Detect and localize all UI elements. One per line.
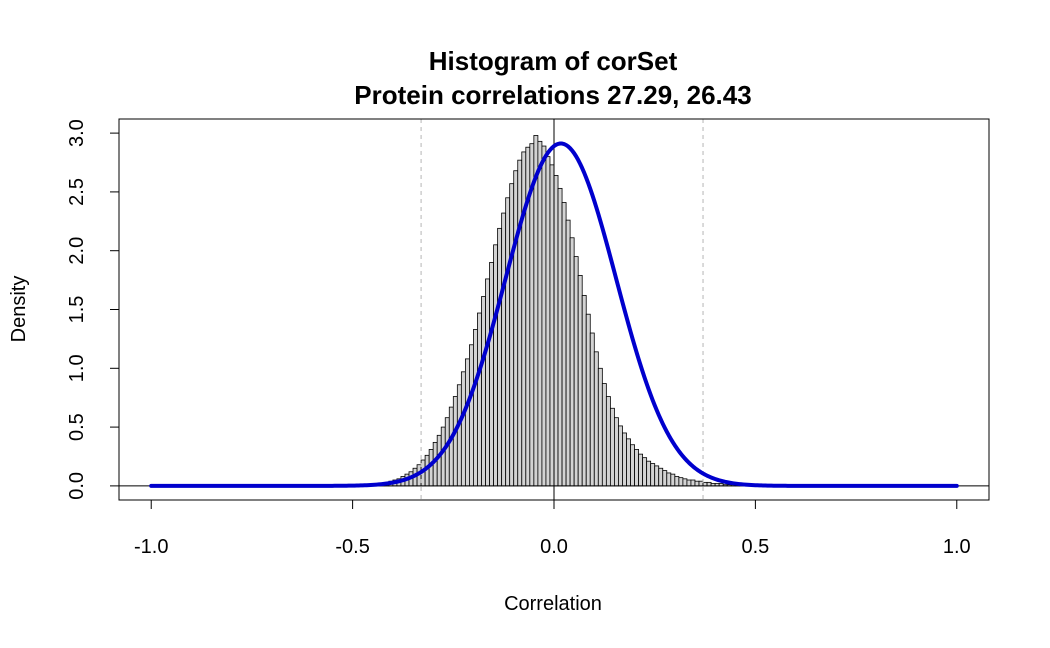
histogram-bar <box>456 384 462 487</box>
histogram-bar <box>589 332 595 487</box>
histogram-bar <box>618 425 623 487</box>
histogram-bar <box>561 202 567 487</box>
histogram-bar <box>513 170 519 487</box>
histogram-bar <box>706 481 712 487</box>
histogram-bar <box>597 367 603 487</box>
histogram-bar <box>634 449 639 487</box>
histogram-bar <box>533 135 539 487</box>
histogram-bar <box>577 274 583 487</box>
histogram-bar <box>658 467 664 487</box>
histogram-bar <box>678 477 684 487</box>
x-axis-title: Correlation <box>504 593 602 615</box>
histogram-bar <box>654 465 660 487</box>
histogram-bar <box>497 227 503 487</box>
histogram-bar <box>460 371 466 487</box>
histogram-bar <box>436 434 442 487</box>
histogram-bar <box>662 470 668 487</box>
histogram-bar <box>585 313 591 487</box>
histogram-bar <box>682 478 688 487</box>
histogram-bar <box>646 460 652 487</box>
y-tick-label: 2.0 <box>66 237 88 265</box>
x-axis: -1.0 -0.5 0.0 0.5 1.0 <box>134 499 971 558</box>
histogram-bar <box>505 197 511 487</box>
y-axis-title: Density <box>8 276 30 343</box>
histogram-bar <box>444 417 450 487</box>
chart-title: Histogram of corSet <box>429 46 678 76</box>
x-tick-label: -1.0 <box>134 536 168 558</box>
y-axis: 0.0 0.5 1.0 1.5 2.0 2.5 3.0 <box>66 119 120 500</box>
histogram-bar <box>481 296 486 487</box>
histogram-bar <box>477 312 482 487</box>
histogram-bar <box>593 351 599 487</box>
y-tick-label: 1.5 <box>66 296 88 324</box>
x-tick-label: 0.0 <box>540 536 568 558</box>
histogram-bar <box>622 432 627 487</box>
histogram-bar <box>694 480 700 487</box>
histogram-bar <box>509 183 515 487</box>
y-tick-label: 0.0 <box>66 472 88 500</box>
x-tick-label: -0.5 <box>335 536 369 558</box>
histogram-bar <box>537 140 543 487</box>
y-tick-label: 0.5 <box>66 413 88 441</box>
histogram-bar <box>614 417 619 487</box>
normal-curve-layer <box>149 141 959 488</box>
histogram-bar <box>630 444 635 487</box>
chart-subtitle: Protein correlations 27.29, 26.43 <box>354 80 751 110</box>
histogram-bar <box>565 219 571 487</box>
histogram-bar <box>545 156 551 487</box>
histogram-bar <box>485 278 490 487</box>
histogram-bar <box>601 383 607 487</box>
histogram-bar <box>670 473 676 487</box>
histogram-bar <box>517 159 523 487</box>
histogram-bar <box>569 237 575 487</box>
histogram-bar <box>581 294 587 487</box>
histogram-bar <box>650 463 656 487</box>
histogram-bar <box>448 406 454 487</box>
histogram-bar <box>626 438 631 487</box>
histogram-bar <box>638 453 644 487</box>
histogram-bar <box>609 407 615 487</box>
histogram-bar <box>674 476 680 487</box>
histogram-bar <box>469 344 474 487</box>
histogram-bar <box>666 472 672 487</box>
x-tick-label: 1.0 <box>943 536 971 558</box>
y-tick-label: 2.5 <box>66 178 88 206</box>
histogram-bar <box>493 244 499 487</box>
histogram-bar <box>549 164 555 487</box>
histogram-bar <box>489 262 494 487</box>
histogram-bar <box>702 481 708 487</box>
histogram-bar <box>690 479 696 487</box>
histogram-bar <box>686 479 692 487</box>
histogram-bar <box>452 396 458 487</box>
histogram-bar <box>473 329 478 487</box>
histogram-bar <box>464 358 470 487</box>
histogram-bar <box>605 396 611 487</box>
normal-density-curve <box>149 141 959 488</box>
x-tick-label: 0.5 <box>741 536 769 558</box>
histogram-bar <box>573 256 579 487</box>
y-tick-label: 3.0 <box>66 119 88 147</box>
y-tick-label: 1.0 <box>66 354 88 382</box>
histogram-bar <box>541 145 547 487</box>
histogram-bar <box>553 175 559 487</box>
histogram-bar <box>642 457 648 487</box>
histogram-bar <box>501 212 507 487</box>
histogram-bar <box>698 480 704 487</box>
histogram-bar <box>440 426 446 487</box>
histogram-bar <box>557 187 563 487</box>
